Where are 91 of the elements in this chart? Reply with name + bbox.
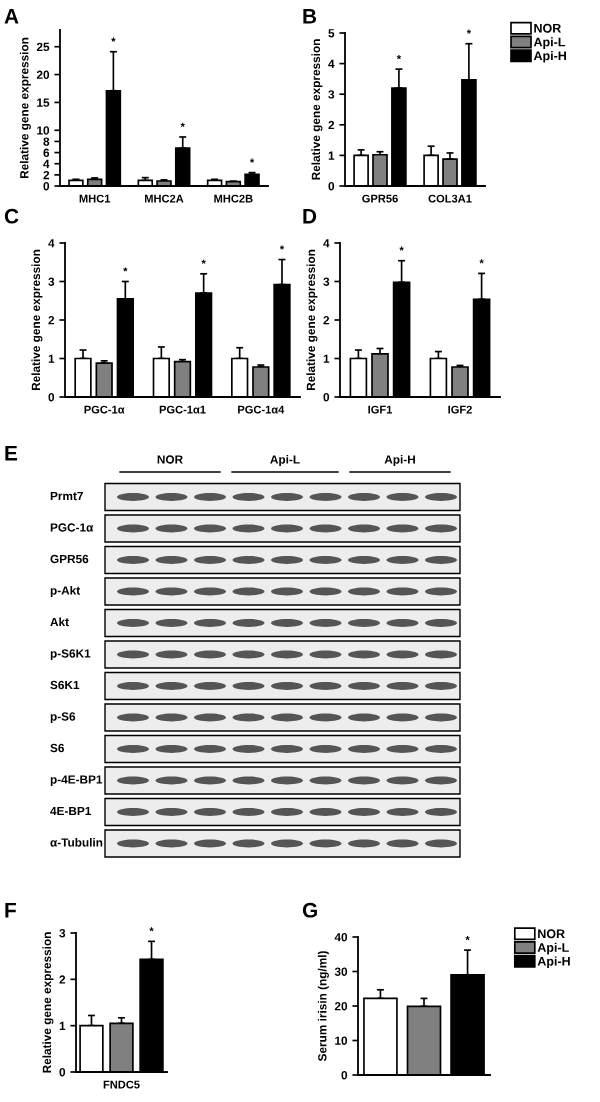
y-tick-label: 1 (328, 151, 335, 160)
y-axis-title: Relative gene expression (31, 249, 43, 391)
x-tick-label: MHC2B (214, 194, 253, 203)
category-label: 4E-BP1 (50, 806, 92, 816)
y-tick-label: 1 (323, 354, 330, 363)
x-tick-label: PGC-1α4 (238, 405, 285, 414)
legend-label: Api-H (537, 956, 570, 969)
legend-label: NOR (534, 23, 562, 33)
chart-title: C (4, 208, 19, 224)
y-tick-label: 15 (37, 98, 50, 107)
category-label: Api-L (270, 454, 300, 466)
x-tick-label: FNDC5 (103, 1080, 140, 1089)
x-tick-label: COL3A1 (428, 194, 472, 203)
category-label: p-S6K1 (50, 649, 91, 660)
category-label: p-S6 (50, 712, 76, 723)
text: E (5, 446, 18, 461)
y-tick-label: 4 (328, 59, 335, 68)
y-tick-label: 5 (328, 29, 335, 38)
category-label: S6K1 (50, 680, 80, 690)
category-label: α-Tubulin (50, 838, 103, 847)
chart-title: G (302, 902, 317, 918)
y-tick-label: 4 (43, 159, 50, 168)
category-label: Akt (50, 617, 69, 627)
x-tick-label: MHC1 (79, 194, 111, 203)
x-tick-label: MHC2A (144, 194, 184, 203)
x-tick-label: IGF2 (448, 405, 472, 414)
category-label: NOR (157, 455, 183, 464)
y-tick-label: 0 (323, 393, 330, 402)
y-tick-label: 2 (48, 316, 55, 325)
y-tick-label: 10 (37, 126, 50, 135)
category-label: PGC-1α (50, 523, 94, 532)
annotation: * (466, 29, 472, 34)
chart-title: A (4, 9, 19, 24)
y-tick-label: 0 (43, 182, 50, 191)
y-tick-label: 20 (334, 1002, 348, 1011)
y-tick-label: 8 (43, 137, 50, 146)
y-tick-label: 4 (48, 239, 55, 248)
y-tick-label: 1 (48, 354, 55, 363)
y-tick-label: 40 (334, 933, 348, 942)
chart-title: B (303, 9, 317, 24)
y-tick-label: 20 (36, 70, 50, 79)
category-label: S6 (50, 743, 65, 753)
y-tick-label: 0 (328, 182, 335, 191)
annotation: * (399, 246, 404, 251)
text: * (149, 927, 154, 932)
y-axis-title: Relative gene expression (19, 37, 31, 179)
legend-label: Api-L (533, 37, 566, 49)
annotation: * (479, 259, 484, 264)
y-tick-label: 25 (36, 42, 50, 52)
y-tick-label: 2 (59, 975, 66, 984)
annotation: * (396, 54, 402, 60)
y-tick-label: 0 (59, 1068, 66, 1077)
annotation: * (279, 245, 285, 250)
category-label: p-4E-BP1 (50, 775, 103, 786)
annotation: * (249, 158, 255, 163)
y-tick-label: 4 (323, 239, 330, 248)
y-tick-label: 0 (48, 393, 55, 402)
y-tick-label: 2 (43, 170, 50, 180)
y-tick-label: 3 (328, 90, 335, 99)
y-axis-title: Relative gene expression (311, 39, 323, 180)
x-tick-label: PGC-1α (84, 405, 125, 414)
category-label: p-Akt (50, 586, 81, 597)
legend-label: Api-L (537, 942, 569, 955)
y-tick-label: 0 (341, 1071, 348, 1080)
legend-label: Api-H (533, 50, 566, 63)
y-tick-label: 10 (335, 1036, 348, 1045)
y-axis-title: Serum irisin (ng/ml) (317, 951, 329, 1062)
y-tick-label: 3 (59, 929, 66, 938)
y-tick-label: 1 (59, 1021, 66, 1030)
chart-title: D (303, 209, 317, 224)
x-tick-label: PGC-1α1 (159, 405, 206, 414)
category-label: Prmt7 (50, 491, 83, 501)
category-label: GPR56 (50, 554, 89, 564)
y-tick-label: 3 (48, 277, 55, 286)
annotation: * (180, 122, 185, 127)
chart-title: F (5, 903, 16, 918)
x-tick-label: GPR56 (362, 194, 398, 203)
y-tick-label: 2 (323, 316, 330, 325)
x-tick-label: IGF1 (368, 405, 393, 414)
annotation: * (123, 267, 128, 272)
y-tick-label: 3 (323, 277, 330, 286)
category-label: Api-H (384, 454, 415, 466)
annotation: * (111, 37, 116, 42)
y-axis-title: Relative gene expression (306, 249, 318, 391)
y-tick-label: 30 (334, 967, 348, 976)
annotation: * (201, 259, 206, 264)
y-tick-label: 2 (328, 120, 335, 130)
legend-label: NOR (538, 929, 565, 939)
annotation: * (465, 935, 470, 941)
y-tick-label: 6 (43, 148, 50, 157)
y-axis-title: Relative gene expression (42, 932, 54, 1073)
